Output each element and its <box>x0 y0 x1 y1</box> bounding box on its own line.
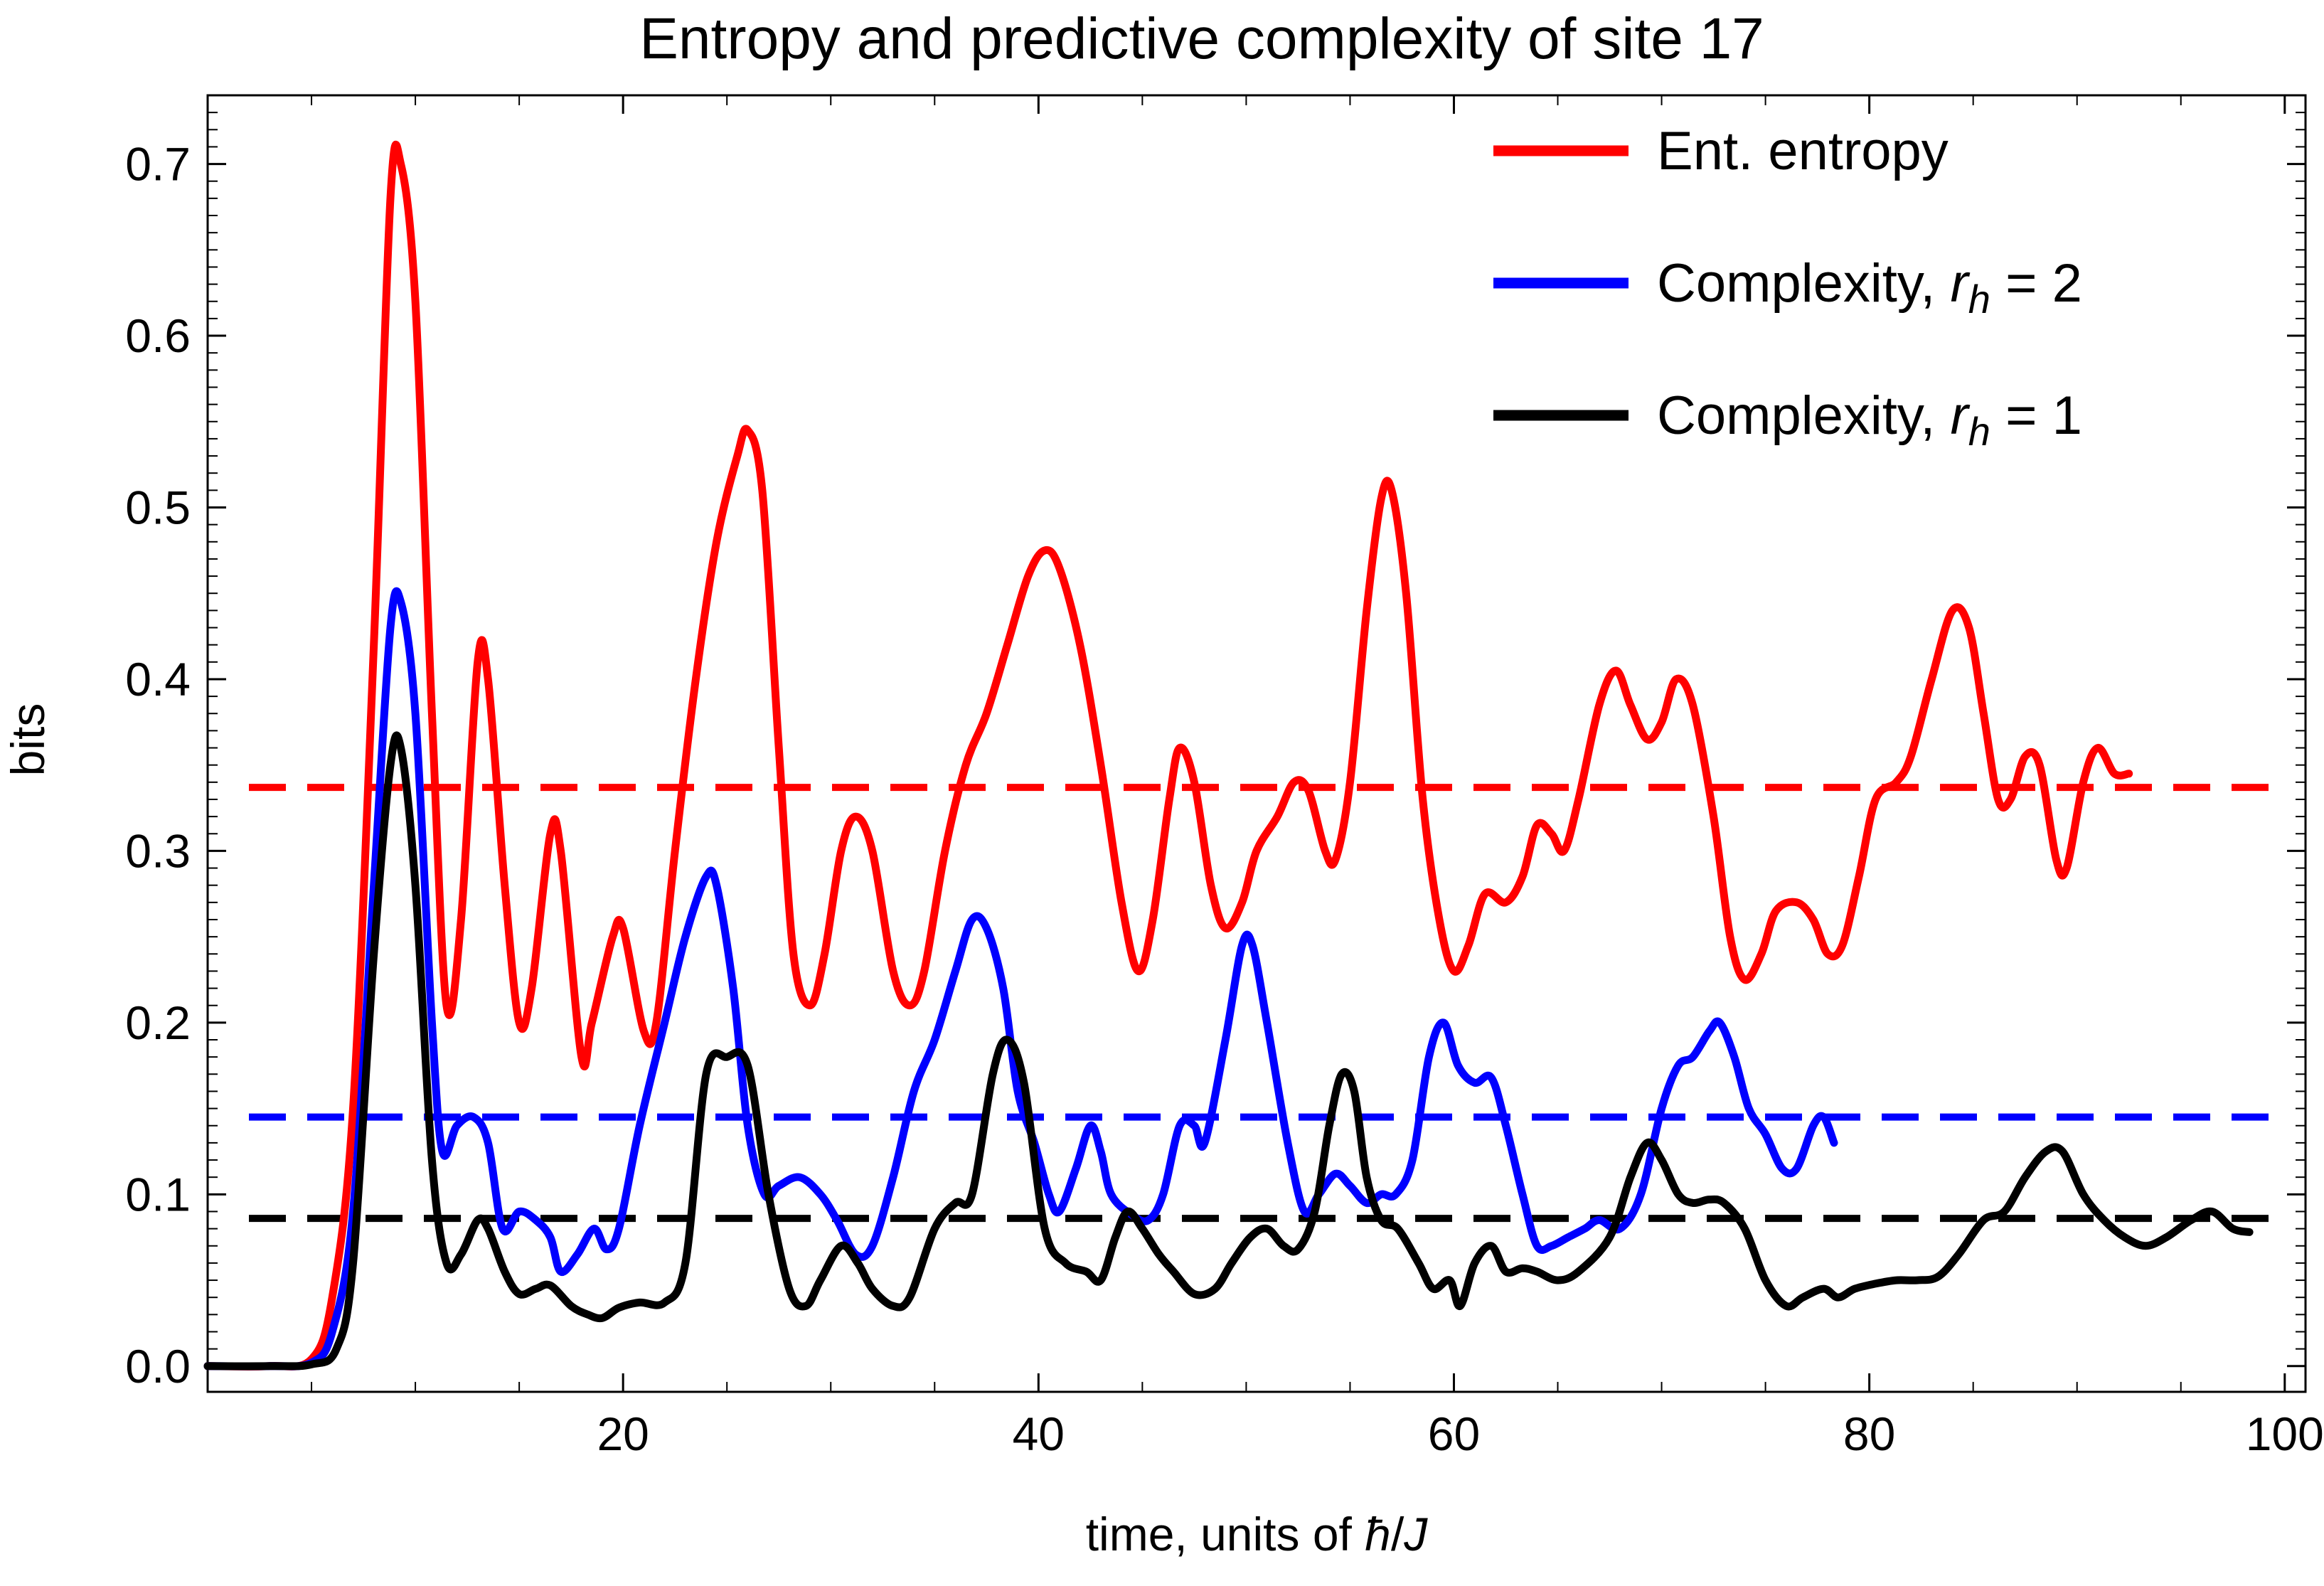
y-tick-label: 0.4 <box>125 653 191 706</box>
x-axis-label-slash: / <box>1391 1508 1404 1560</box>
x-axis-label-prefix: time, units of <box>1086 1508 1365 1560</box>
series-line-1 <box>203 587 1838 1371</box>
mean-lines <box>249 784 2290 1223</box>
legend-rh2-var: r <box>1950 253 1970 314</box>
y-tick-label: 0.7 <box>125 138 191 191</box>
legend-rh1-pre: Complexity, <box>1657 385 1950 446</box>
chart-title: Entropy and predictive complexity of sit… <box>639 6 1764 71</box>
series-line-0 <box>203 140 2133 1371</box>
x-axis-label: time, units of ħ/J <box>1086 1508 1429 1560</box>
legend-label-complexity-rh1: Complexity, rh = 1 <box>1657 385 2082 454</box>
legend-label-complexity-rh2: Complexity, rh = 2 <box>1657 253 2082 321</box>
legend-label-entropy: Ent. entropy <box>1657 121 1949 181</box>
series-curves <box>203 140 2254 1371</box>
x-tick-label: 100 <box>2246 1407 2324 1460</box>
x-tick-label: 60 <box>1428 1407 1480 1460</box>
legend-rh1-var: r <box>1950 385 1970 446</box>
x-axis-label-hbar: ħ <box>1365 1508 1391 1560</box>
x-tick-label: 20 <box>597 1407 649 1460</box>
legend: Ent. entropy Complexity, rh = 2 Complexi… <box>1493 121 2082 454</box>
legend-rh1-sub: h <box>1968 409 1990 454</box>
x-axis-label-J: J <box>1403 1508 1428 1560</box>
y-tick-label: 0.6 <box>125 309 191 362</box>
y-tick-label: 0.1 <box>125 1168 191 1220</box>
legend-rh2-sub: h <box>1968 277 1990 321</box>
y-tick-label: 0.2 <box>125 996 191 1049</box>
y-axis-label: bits <box>1 703 54 777</box>
axis-ticks <box>208 95 2306 1392</box>
y-tick-label: 0.0 <box>125 1340 191 1393</box>
legend-rh1-post: = 1 <box>1990 385 2082 446</box>
legend-rh2-post: = 2 <box>1990 253 2082 314</box>
plot-frame <box>206 94 2307 1393</box>
x-tick-label: 80 <box>1843 1407 1895 1460</box>
tick-labels: 0.0 0.1 0.2 0.3 0.4 0.5 0.6 0.7 20 40 60 80 100 <box>125 138 2324 1460</box>
y-tick-label: 0.3 <box>125 824 191 877</box>
series-line-2 <box>203 731 2254 1371</box>
x-tick-label: 40 <box>1013 1407 1065 1460</box>
y-tick-label: 0.5 <box>125 481 191 533</box>
legend-rh2-pre: Complexity, <box>1657 253 1950 314</box>
